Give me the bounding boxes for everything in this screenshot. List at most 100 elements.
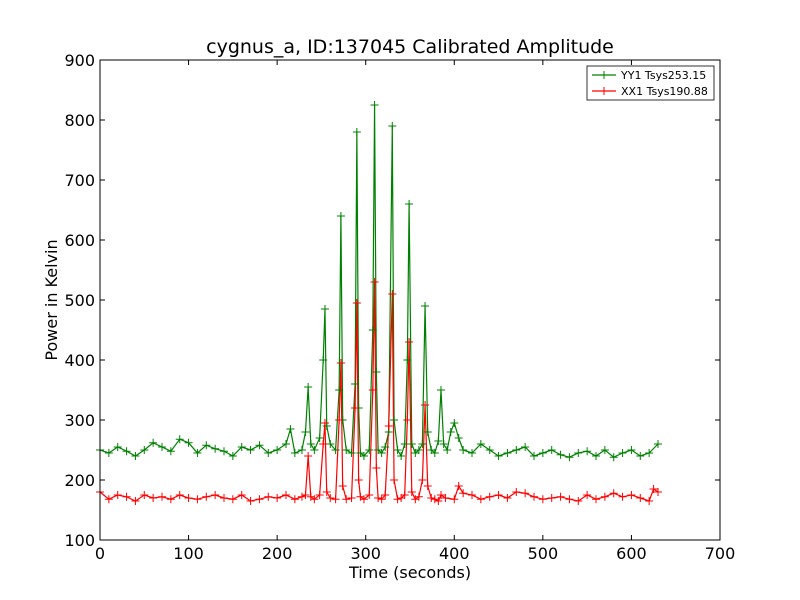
y-tick-label: 300 — [64, 411, 95, 430]
data-point — [450, 419, 459, 427]
data-point — [331, 495, 340, 504]
data-point — [149, 494, 158, 502]
chart-title: cygnus_a, ID:137045 Calibrated Amplitude — [206, 36, 614, 58]
data-point — [627, 446, 636, 454]
data-point — [220, 494, 228, 502]
data-point — [166, 495, 175, 504]
data-point — [390, 416, 399, 424]
y-tick-label: 700 — [64, 171, 95, 190]
data-point — [503, 494, 512, 502]
data-point — [421, 302, 430, 310]
data-point — [372, 464, 381, 472]
data-point — [351, 380, 360, 388]
data-point — [331, 446, 340, 454]
data-point — [512, 488, 521, 496]
data-point — [437, 386, 445, 394]
data-point — [211, 491, 220, 499]
data-point — [237, 443, 246, 451]
data-point — [405, 338, 414, 346]
data-point — [427, 494, 436, 502]
data-point — [370, 278, 379, 286]
data-point — [459, 446, 468, 454]
data-point — [273, 494, 282, 502]
data-point — [354, 476, 363, 484]
data-point — [140, 446, 149, 454]
data-point — [310, 495, 319, 504]
data-point — [592, 495, 600, 504]
data-point — [131, 452, 140, 460]
data-point — [574, 449, 583, 457]
data-point — [446, 428, 455, 436]
data-point — [627, 491, 636, 499]
data-point — [583, 491, 592, 499]
data-point — [547, 494, 556, 502]
data-point — [388, 290, 397, 298]
data-point — [193, 449, 202, 457]
data-point — [166, 447, 175, 456]
data-point — [565, 453, 574, 462]
data-point — [418, 440, 427, 448]
data-point — [351, 404, 360, 412]
data-point — [530, 492, 538, 501]
data-point — [521, 489, 530, 498]
data-point — [338, 482, 347, 490]
data-point — [418, 476, 427, 484]
data-point — [158, 443, 166, 451]
data-point — [228, 452, 237, 460]
data-point — [494, 452, 503, 460]
data-point — [556, 450, 565, 459]
data-point — [255, 495, 264, 504]
data-point — [393, 446, 402, 454]
data-point — [430, 495, 439, 504]
y-tick-label: 600 — [64, 231, 95, 250]
data-point — [264, 449, 273, 457]
data-point — [368, 386, 377, 394]
data-point — [122, 447, 131, 456]
data-point — [403, 416, 412, 424]
data-point — [297, 446, 306, 454]
data-point — [400, 440, 409, 448]
data-point — [184, 494, 193, 502]
data-point — [282, 440, 290, 448]
data-point — [365, 446, 374, 454]
x-tick-label: 500 — [528, 544, 559, 563]
data-point — [443, 446, 452, 454]
data-point — [336, 359, 345, 367]
data-point — [368, 326, 377, 334]
data-point — [202, 441, 211, 450]
data-point — [600, 492, 609, 501]
x-tick-label: 200 — [262, 544, 293, 563]
data-point — [538, 449, 547, 457]
data-point — [113, 491, 122, 499]
data-point — [149, 438, 158, 447]
x-axis: 0 100 200 300 400 500 600 700 — [95, 60, 735, 563]
data-point — [301, 491, 310, 499]
data-point — [304, 383, 313, 391]
data-point — [468, 491, 476, 499]
data-point — [304, 452, 313, 460]
data-point — [547, 446, 556, 454]
data-point — [434, 497, 443, 505]
data-point — [315, 434, 324, 442]
data-point — [347, 494, 356, 502]
data-point — [104, 495, 113, 504]
data-point — [437, 491, 445, 499]
data-point — [264, 492, 273, 501]
data-point — [228, 495, 237, 504]
data-point — [246, 446, 255, 454]
y-tick-label: 200 — [64, 471, 95, 490]
data-point — [326, 494, 335, 502]
data-point — [335, 386, 344, 394]
data-point — [374, 494, 383, 502]
plot-markers — [96, 101, 662, 505]
data-point — [414, 492, 423, 501]
data-point — [184, 438, 193, 447]
data-point — [335, 416, 344, 424]
series-line-1 — [99, 281, 659, 502]
data-point — [342, 446, 351, 454]
data-point — [476, 440, 485, 448]
data-point — [104, 449, 113, 457]
data-point — [609, 453, 618, 462]
legend-marker — [600, 87, 608, 95]
